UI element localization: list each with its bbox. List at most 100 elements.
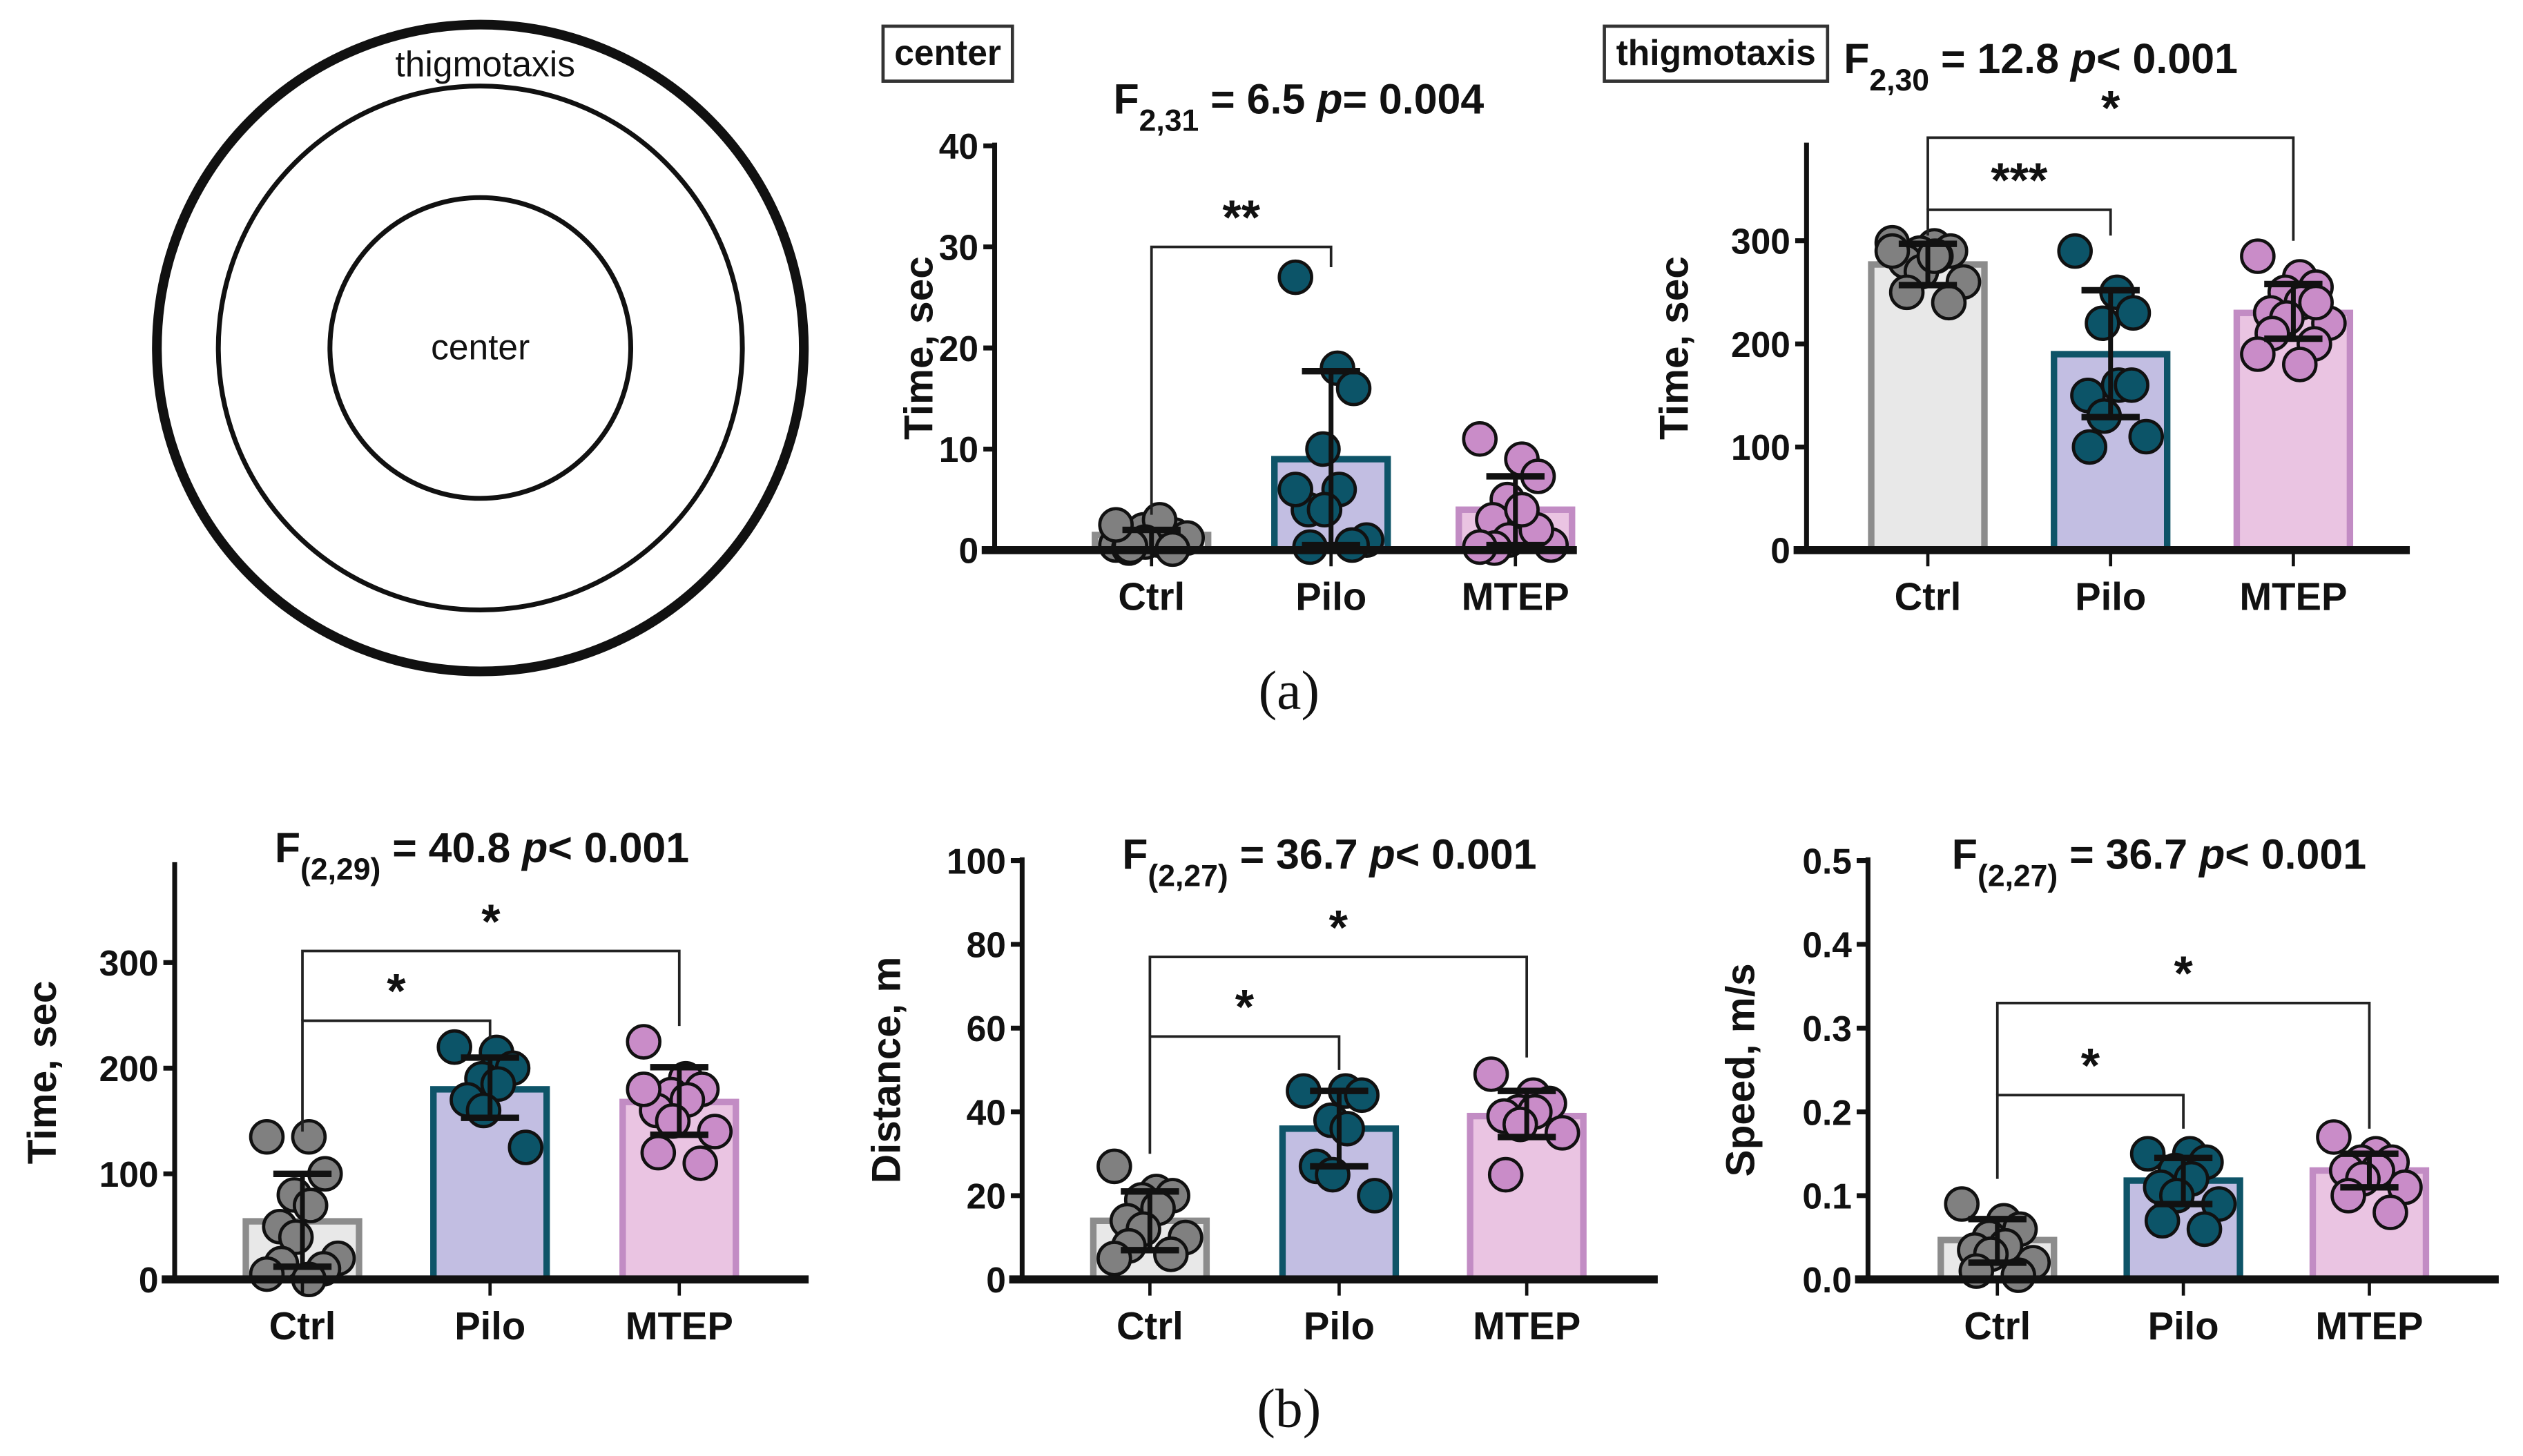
data-point-pilo [1305, 431, 1341, 467]
y-tick-label: 300 [99, 943, 159, 983]
x-tick-label-ctrl: Ctrl [269, 1304, 336, 1348]
significance-bracket [1148, 955, 1529, 1058]
title-stat: = 40.8 [380, 824, 522, 871]
data-point-pilo [1357, 1178, 1393, 1214]
title-f: F [1952, 831, 1978, 877]
chart-4: F(2,27) = 36.7 p< 0.001 Distance, m 0 20 40 6… [864, 831, 1658, 1348]
title-df: 2,31 [1139, 104, 1199, 137]
data-point-ctrl [291, 1118, 327, 1155]
data-point-pilo [1306, 492, 1343, 528]
data-point-ctrl [1944, 1186, 1980, 1222]
data-point-mtep [1504, 492, 1540, 528]
data-point-pilo [1344, 1077, 1380, 1114]
y-tick-label: 200 [99, 1049, 159, 1089]
title-p: p [1315, 75, 1342, 122]
y-tick-label: 0 [958, 531, 978, 571]
data-point-ctrl [1096, 1148, 1132, 1185]
y-tick-label: 40 [939, 126, 978, 166]
x-tick-label-pilo: Pilo [454, 1304, 525, 1348]
title-df: (2,27) [1148, 859, 1228, 893]
x-tick-label-pilo: Pilo [1295, 575, 1366, 619]
zone-box-thigmotaxis: thigmotaxis [1603, 24, 1830, 83]
x-tick-label-pilo: Pilo [2075, 575, 2146, 619]
significance-label: ** [1222, 190, 1260, 244]
significance-label: * [2174, 946, 2193, 1000]
y-tick-label: 20 [939, 329, 978, 369]
significance-bracket [1926, 136, 2295, 241]
title-pvalue: < 0.001 [2225, 831, 2366, 877]
data-point-pilo [2085, 305, 2120, 341]
data-point-mtep [2316, 1119, 2352, 1155]
significance-bracket [1926, 208, 2112, 236]
y-tick-label: 0.1 [1802, 1176, 1852, 1216]
significance-label: *** [1991, 153, 2048, 207]
data-point-mtep [1462, 421, 1498, 457]
arena-center-label: center [431, 327, 530, 367]
y-axis-label: Time, sec [20, 981, 65, 1165]
y-tick-label: 100 [1731, 427, 1790, 467]
significance-label: * [481, 894, 501, 949]
y-tick-label: 100 [99, 1154, 159, 1194]
arena-outer-circle [152, 19, 809, 677]
zone-box-center: center [881, 24, 1014, 83]
x-tick-label-mtep: MTEP [2315, 1304, 2423, 1348]
chart-title: F2,31 = 6.5 p= 0.004 [1113, 75, 1484, 137]
title-p: p [2069, 35, 2096, 82]
chart-5: F(2,27) = 36.7 p< 0.001 Speed, m/s 0.0 0.1 0… [1718, 831, 2499, 1348]
data-point-mtep [2240, 238, 2276, 274]
significance-label: * [1329, 900, 1348, 954]
title-pvalue: < 0.001 [1395, 831, 1537, 877]
data-point-mtep [682, 1145, 718, 1181]
y-axis-label: Distance, m [864, 957, 909, 1184]
chart-title: F(2,27) = 36.7 p< 0.001 [1122, 831, 1536, 893]
y-tick-label: 0.5 [1802, 841, 1852, 881]
y-tick-label: 0 [986, 1260, 1006, 1300]
data-point-pilo [465, 1092, 502, 1129]
panel-label-a: (a) [1259, 660, 1320, 721]
x-tick-label-mtep: MTEP [626, 1304, 733, 1348]
data-point-mtep [1473, 1056, 1509, 1092]
y-axis-label: Speed, m/s [1718, 963, 1763, 1176]
chart-title: F2,30 = 12.8 p< 0.001 [1844, 35, 2238, 97]
data-point-ctrl [292, 1187, 329, 1223]
title-f: F [1122, 831, 1148, 877]
data-point-pilo [2144, 1203, 2181, 1239]
data-point-mtep [626, 1024, 662, 1060]
data-point-pilo [2115, 295, 2152, 331]
zone-box-center-label: center [894, 32, 1001, 72]
title-stat: = 36.7 [1228, 831, 1370, 877]
data-point-mtep [640, 1134, 677, 1171]
significance-label: * [2081, 1038, 2100, 1093]
title-pvalue: < 0.001 [2096, 35, 2238, 82]
bar-ctrl [1868, 261, 1988, 554]
y-tick-label: 0.0 [1802, 1260, 1852, 1300]
data-point-pilo [1335, 370, 1372, 407]
x-tick-label-ctrl: Ctrl [1118, 575, 1185, 619]
x-tick-label-ctrl: Ctrl [1116, 1304, 1183, 1348]
x-tick-label-mtep: MTEP [1473, 1304, 1580, 1348]
zone-box-thigmotaxis-label: thigmotaxis [1616, 32, 1816, 72]
title-f: F [1113, 75, 1139, 122]
y-tick-label: 0.4 [1802, 925, 1852, 965]
data-point-ctrl [249, 1118, 285, 1155]
data-point-mtep [2281, 347, 2318, 382]
chart-2: F2,30 = 12.8 p< 0.001 Time, sec 0 100 200 300… [1652, 35, 2410, 619]
arena-middle-circle [215, 84, 745, 613]
y-tick-label: 10 [939, 429, 978, 469]
y-tick-label: 300 [1731, 221, 1790, 261]
significance-bracket [301, 1019, 492, 1132]
title-df: (2,27) [1978, 859, 2058, 893]
data-point-ctrl [249, 1256, 285, 1292]
arena-center-circle [327, 195, 634, 501]
data-point-pilo [2114, 367, 2149, 403]
y-tick-label: 0 [1770, 531, 1790, 571]
significance-bracket [301, 949, 681, 1027]
x-tick-label-ctrl: Ctrl [1964, 1304, 2031, 1348]
title-df: (2,29) [300, 852, 380, 886]
y-tick-label: 0.3 [1802, 1009, 1852, 1049]
x-tick-label-mtep: MTEP [1462, 575, 1569, 619]
significance-label: * [387, 964, 406, 1018]
data-point-mtep [2298, 284, 2334, 321]
